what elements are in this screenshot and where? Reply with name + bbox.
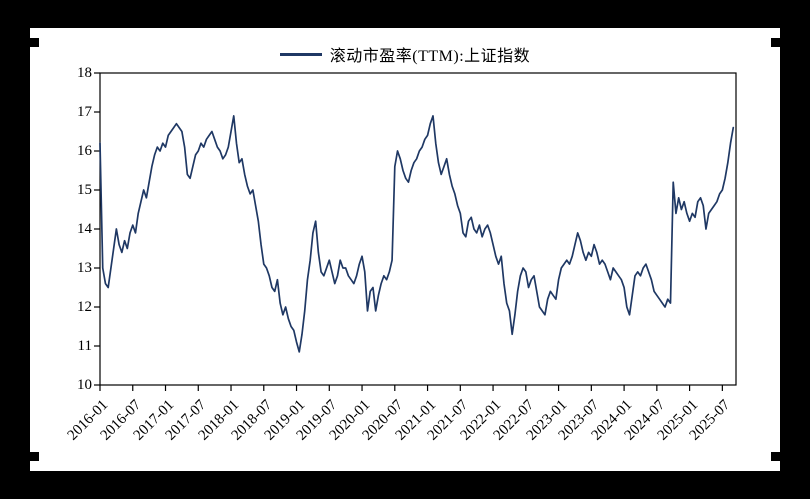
y-tick-label: 14	[77, 221, 92, 237]
y-tick-label: 10	[77, 377, 92, 393]
legend-label: 滚动市盈率(TTM):上证指数	[329, 48, 531, 65]
chart-panel: 滚动市盈率(TTM):上证指数 10 11 12 13 14 15 16 17 18 2016-0…	[30, 28, 780, 471]
legend-line-swatch	[279, 52, 322, 56]
pe-ratio-line-chart	[94, 72, 737, 391]
y-tick-label: 13	[77, 260, 92, 276]
legend: 滚动市盈率(TTM):上证指数	[30, 42, 780, 66]
frame-notch-top-left	[30, 38, 39, 47]
y-tick-label: 15	[77, 182, 92, 198]
y-tick-label: 12	[77, 299, 92, 315]
frame-notch-bottom-left	[30, 452, 39, 461]
pe-ttm-series-line	[99, 115, 735, 353]
y-tick-label: 11	[77, 338, 92, 354]
plot-border	[99, 72, 737, 386]
y-tick-label: 17	[77, 104, 92, 120]
y-tick-label: 16	[77, 143, 92, 159]
frame-notch-bottom-right	[771, 452, 780, 461]
y-tick-label: 18	[77, 65, 92, 81]
frame-notch-top-right	[771, 38, 780, 47]
